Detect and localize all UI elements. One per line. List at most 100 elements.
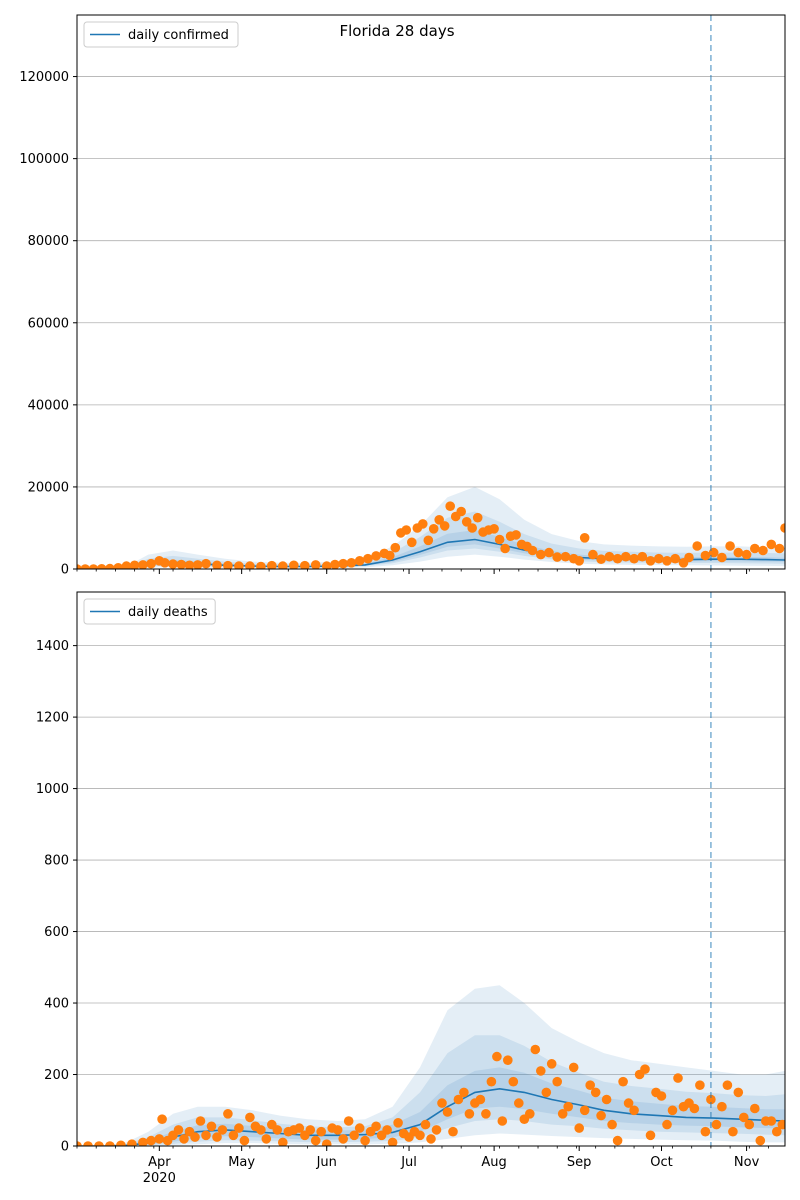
observed-point [360,1135,370,1146]
observed-point [725,541,735,551]
observed-point [601,1094,612,1105]
figure-title: Florida 28 days [339,22,454,40]
observed-point [310,560,321,569]
observed-point [343,1116,354,1126]
observed-point [434,515,445,525]
observed-point [382,1125,392,1135]
observed-point [481,1109,491,1119]
observed-point [684,552,694,563]
observed-point [206,1121,217,1132]
observed-point [234,1123,244,1133]
x-tick-label: May [228,1155,255,1170]
observed-point [228,1130,239,1141]
observed-point [475,1094,486,1105]
observed-point [448,1126,458,1137]
observed-point [525,1109,535,1119]
observed-point [744,1119,755,1130]
observed-point [393,1118,403,1128]
observed-point [758,545,768,556]
observed-point [552,552,562,562]
observed-point [261,1134,272,1144]
observed-point [77,1141,82,1146]
observed-point [338,1134,349,1144]
observed-point [656,1091,667,1101]
observed-point [94,1141,104,1146]
observed-point [585,1080,595,1090]
observed-point [310,1135,321,1146]
observed-point [695,1080,705,1090]
observed-point [105,1141,115,1146]
uncertainty-band-2 [77,1035,785,1146]
observed-point [168,559,178,569]
observed-point [557,1109,568,1119]
observed-point [272,1125,283,1135]
x-tick-sublabel: 2020 [143,1171,176,1186]
observed-point [514,1098,524,1108]
observed-point [772,1126,782,1137]
observed-point [256,561,266,569]
observed-point [349,1130,360,1141]
observed-point [415,1130,425,1141]
observed-point [195,1116,206,1126]
observed-point [596,554,606,564]
observed-point [637,551,648,562]
y-tick-label: 60000 [28,316,69,331]
observed-point [492,1051,502,1062]
observed-point [700,550,711,561]
confirmed-panel: 0 20000 40000 60000 80000 100000 120000 daily c… [19,14,786,578]
observed-point [739,1112,749,1123]
observed-point [612,1135,623,1146]
observed-point [654,553,664,564]
observed-point [497,1116,508,1126]
observed-point [670,553,680,564]
y-tick-label: 1200 [36,711,69,726]
observed-point [662,556,672,566]
observed-point [574,1123,584,1133]
legend: daily deaths [83,598,216,625]
y-tick-label: 1400 [36,639,69,654]
observed-point [278,561,288,569]
observed-point [621,551,631,562]
observed-point [420,1119,431,1130]
observed-point [428,524,439,534]
observed-point [201,1130,211,1141]
legend: daily confirmed [83,21,239,48]
observed-point [486,1076,497,1087]
plot-area [77,486,785,569]
observed-point [179,1134,189,1144]
observed-point [629,553,639,564]
observed-point [733,547,744,558]
observed-point [184,560,195,569]
observed-point [700,1126,711,1137]
axes-frame [76,14,786,570]
observed-point [579,1105,590,1116]
observed-point [431,1125,442,1135]
y-tick-label: 400 [44,997,69,1012]
axes-frame [76,591,786,1147]
observed-point [618,1076,628,1087]
observed-point [750,543,760,554]
y-tick-label: 120000 [19,70,69,85]
observed-point [160,558,170,568]
y-tick-label: 40000 [28,398,69,413]
observed-point [371,1121,381,1132]
observed-point [212,1132,222,1142]
observed-point [722,1080,733,1090]
observed-point [212,560,222,569]
observed-point [338,558,349,569]
observed-point [604,551,615,562]
observed-point [316,1126,327,1137]
observed-point [294,1123,305,1133]
observed-point [88,564,99,569]
observed-point [464,1109,475,1119]
observed-point [706,1094,716,1105]
observed-point [503,1055,513,1065]
observed-point [426,1134,436,1144]
observed-point [733,1087,744,1098]
observed-point [146,1135,156,1146]
observed-point [456,506,467,517]
observed-point [489,524,499,534]
observed-point [662,1119,672,1130]
